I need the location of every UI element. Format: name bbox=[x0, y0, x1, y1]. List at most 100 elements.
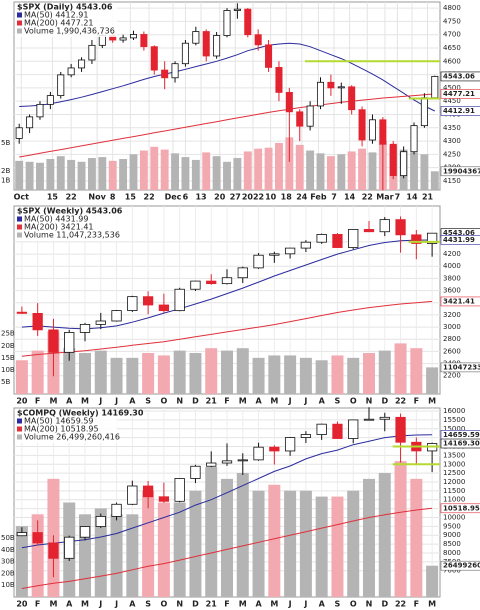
x-tick-label: A bbox=[255, 397, 262, 406]
x-tick-label: 18 bbox=[281, 193, 293, 202]
y-tick-label: 12000 bbox=[443, 478, 465, 486]
volume-bar bbox=[212, 156, 221, 190]
volume-bar bbox=[142, 353, 155, 394]
x-tick-label: 22 bbox=[66, 193, 77, 202]
candle-body bbox=[181, 42, 189, 65]
candle-body bbox=[150, 46, 158, 71]
volume-bar bbox=[254, 148, 263, 190]
candle-body bbox=[142, 296, 154, 306]
candle-body bbox=[64, 332, 75, 353]
candle-body bbox=[300, 434, 312, 438]
x-tick-label: F bbox=[35, 397, 40, 406]
candle-body bbox=[237, 459, 248, 462]
x-tick-label: F bbox=[414, 397, 419, 406]
legend-entry: MA(200) 4477.21 bbox=[24, 19, 94, 28]
volume-tick-label: 5B bbox=[1, 139, 10, 147]
volume-bar bbox=[284, 490, 297, 597]
price-tag-box bbox=[440, 89, 480, 99]
y-tick-label: 4600 bbox=[443, 57, 461, 65]
volume-bar bbox=[63, 348, 76, 394]
price-tag: 11047233536 bbox=[443, 363, 480, 371]
x-tick-label: 22 bbox=[362, 193, 373, 202]
x-tick-label: D bbox=[381, 397, 388, 406]
legend-swatch bbox=[17, 434, 22, 440]
y-tick-label: 13500 bbox=[443, 451, 465, 459]
candle-body bbox=[206, 462, 217, 467]
volume-tick-label: 50B bbox=[1, 534, 15, 542]
candle-body bbox=[16, 311, 28, 314]
x-tick-label: D bbox=[192, 600, 199, 609]
candle-body bbox=[213, 35, 221, 57]
volume-bar bbox=[252, 357, 265, 394]
volume-bar bbox=[110, 514, 123, 597]
candle-body bbox=[32, 312, 43, 331]
legend-box bbox=[15, 207, 117, 241]
volume-bar bbox=[430, 171, 439, 190]
volume-tick-label: 20B bbox=[1, 569, 15, 577]
volume-bar bbox=[363, 478, 375, 597]
volume-bar bbox=[221, 478, 233, 597]
candle-body bbox=[174, 288, 185, 312]
x-tick-label: D bbox=[192, 397, 199, 406]
legend-swatch bbox=[17, 224, 22, 230]
volume-bar bbox=[126, 357, 139, 394]
volume-bar bbox=[347, 357, 360, 394]
candle-body bbox=[111, 310, 122, 322]
volume-bar bbox=[306, 150, 315, 190]
y-tick-label: 11500 bbox=[443, 487, 465, 495]
volume-bar bbox=[46, 158, 55, 190]
price-tag: 4431.99 bbox=[443, 236, 475, 244]
legend-swatch bbox=[17, 232, 22, 238]
candle-body bbox=[426, 232, 438, 244]
volume-bar bbox=[189, 490, 202, 597]
x-tick-label: J bbox=[288, 397, 292, 406]
volume-tick-label: 20B bbox=[1, 342, 15, 350]
volume-tick-label: 40B bbox=[1, 546, 15, 554]
candle-body bbox=[285, 92, 293, 113]
volume-bar bbox=[223, 161, 231, 190]
x-tick-label: F bbox=[224, 600, 229, 609]
volume-bar bbox=[56, 156, 65, 190]
x-tick-label: 22 bbox=[395, 397, 406, 406]
candle-body bbox=[233, 8, 241, 11]
x-tick-label: M bbox=[239, 600, 247, 609]
y-tick-label: 13000 bbox=[443, 460, 465, 468]
candle-body bbox=[64, 536, 75, 559]
volume-bar bbox=[36, 162, 44, 190]
candle-body bbox=[400, 151, 408, 177]
volume-bar bbox=[394, 461, 407, 597]
x-tick-label: 7 bbox=[395, 193, 401, 202]
volume-tick-label: 15B bbox=[1, 354, 15, 362]
volume-bar bbox=[15, 360, 28, 394]
volume-bar bbox=[142, 490, 155, 597]
volume-bar bbox=[77, 161, 86, 190]
price-tag: 4543.06 bbox=[443, 72, 475, 80]
y-tick-label: 4150 bbox=[443, 177, 461, 185]
ma-line bbox=[21, 239, 433, 330]
volume-bar bbox=[331, 496, 344, 597]
candle-body bbox=[379, 416, 390, 420]
x-tick-label: F bbox=[224, 397, 229, 406]
y-tick-label: 4750 bbox=[443, 17, 461, 25]
legend-box bbox=[15, 3, 117, 37]
x-tick-label: O bbox=[160, 600, 167, 609]
x-tick-label: J bbox=[98, 397, 102, 406]
x-tick-label: F bbox=[35, 600, 40, 609]
volume-tick-label: 1B bbox=[1, 177, 10, 185]
x-tick-label: N bbox=[366, 600, 373, 609]
legend-entry: MA(50) 14659.59 bbox=[24, 417, 94, 426]
x-tick-label: 15 bbox=[47, 193, 59, 202]
volume-bar bbox=[285, 137, 294, 190]
candle-body bbox=[67, 67, 75, 76]
volume-bar bbox=[202, 152, 211, 190]
x-tick-label: 24 bbox=[296, 193, 308, 202]
volume-bar bbox=[316, 153, 325, 190]
candle-body bbox=[253, 254, 264, 269]
volume-bar bbox=[394, 343, 407, 394]
x-tick-label: 21 bbox=[206, 397, 218, 406]
candle-body bbox=[190, 280, 201, 290]
candle-body bbox=[158, 304, 170, 312]
candle-body bbox=[431, 76, 439, 99]
y-tick-label: 16000 bbox=[443, 407, 465, 415]
